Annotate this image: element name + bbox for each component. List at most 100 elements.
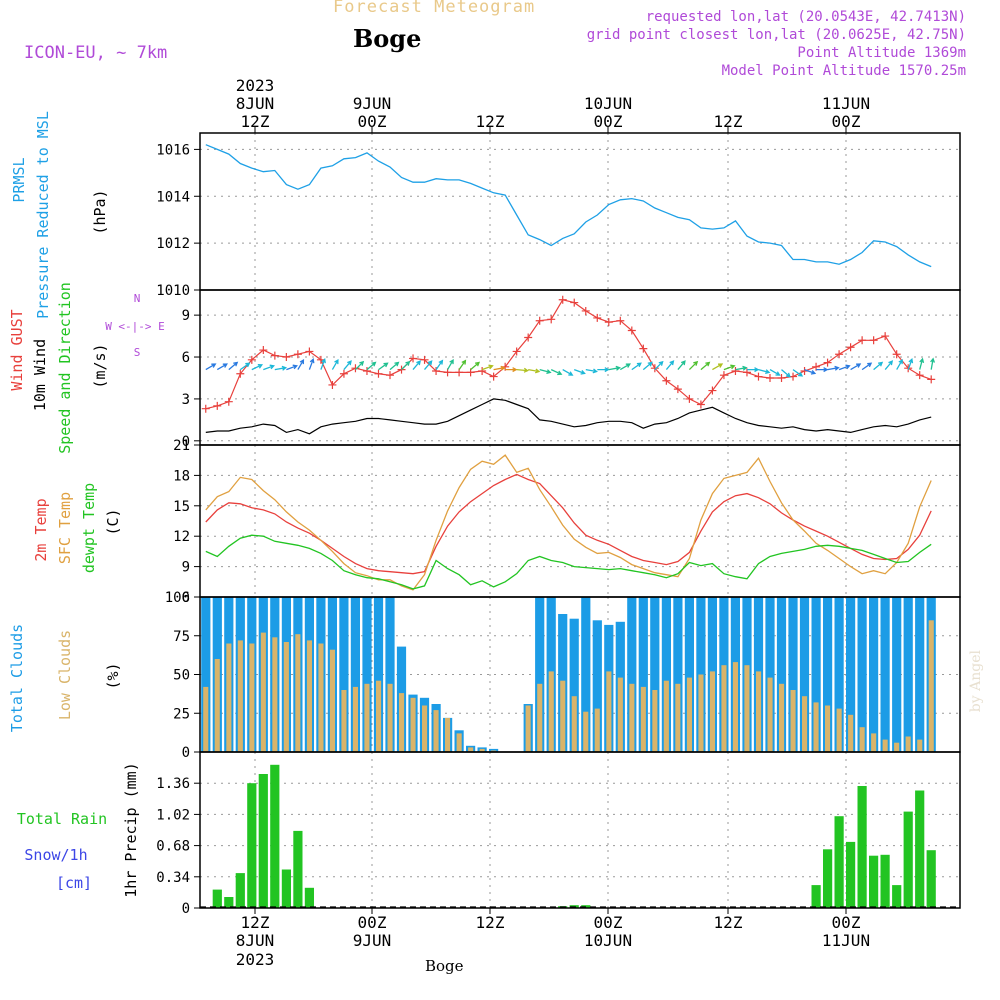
rain-bar	[270, 764, 280, 908]
gust-marker	[650, 364, 659, 373]
low-clouds-bar	[594, 708, 600, 752]
low-clouds-bar	[802, 696, 808, 752]
gust-marker	[305, 347, 314, 356]
gust-marker	[731, 366, 740, 375]
wind-direction-arrow	[665, 360, 675, 371]
temp-2m-label: 2m Temp	[32, 498, 50, 561]
compass-west-east: W <-|-> E	[105, 320, 165, 333]
model-point-altitude: Model Point Altitude 1570.25m	[721, 63, 966, 79]
y-tick-label: 3	[182, 392, 190, 408]
total-clouds-bar	[846, 597, 856, 752]
gust-marker	[374, 369, 383, 378]
rain-bar	[857, 786, 867, 908]
wind-direction-arrow	[493, 365, 506, 371]
total-rain-label: Total Rain	[17, 810, 107, 828]
gust-marker	[224, 397, 233, 406]
y-tick-label: 18	[173, 468, 190, 484]
bottom-time-hour: 12Z	[241, 913, 270, 932]
gust-marker	[662, 376, 671, 385]
wind-direction-arrow	[505, 367, 518, 373]
wind-direction-arrow	[216, 363, 228, 371]
wind-direction-arrow	[424, 360, 433, 371]
low-clouds-bar	[410, 697, 416, 753]
low-clouds-bar	[329, 649, 335, 752]
wind-direction-arrow	[907, 358, 914, 370]
rain-bar	[846, 841, 856, 908]
clouds-unit-label: (%)	[104, 662, 122, 689]
top-time-hour: 00Z	[358, 112, 387, 131]
wind-direction-arrow	[251, 364, 264, 371]
total-clouds-bar	[776, 597, 787, 752]
y-tick-label: 25	[173, 706, 190, 722]
gust-marker	[432, 366, 441, 375]
gust-line	[205, 299, 932, 410]
gust-marker	[293, 350, 302, 359]
gust-marker	[558, 295, 567, 304]
gust-marker	[858, 336, 867, 345]
snow-unit-label: [cm]	[56, 874, 92, 892]
bottom-time-year: 2023	[236, 950, 275, 969]
wind-direction-label: Speed and Direction	[56, 282, 74, 454]
wind-direction-arrow	[747, 367, 760, 373]
wind-direction-arrow	[792, 369, 804, 377]
gust-marker	[409, 354, 418, 363]
gust-marker	[547, 315, 556, 324]
total-clouds-bar	[592, 620, 602, 753]
pressure-label-prmsl: PRMSL	[10, 157, 28, 202]
low-clouds-bar	[894, 742, 900, 752]
low-clouds-bar	[214, 659, 220, 752]
wind-direction-arrow	[769, 369, 781, 376]
low-clouds-bar	[422, 705, 428, 752]
wind-direction-arrow	[481, 364, 494, 371]
wind-direction-arrow	[308, 358, 315, 370]
y-tick-label: 1.36	[156, 776, 190, 792]
wind-direction-arrow	[816, 367, 829, 373]
wind-direction-arrow	[320, 358, 326, 370]
wind-direction-arrow	[228, 361, 239, 371]
precip-unit-label: 1hr Precip (mm)	[122, 762, 140, 897]
wind-direction-arrow	[804, 368, 817, 375]
wind-speed-line	[205, 398, 932, 435]
gust-marker	[443, 368, 452, 377]
low-clouds-bar	[445, 717, 451, 752]
temp-2m-line	[205, 473, 932, 575]
dewpt-temp-line	[205, 534, 932, 590]
rain-bar	[247, 783, 257, 908]
pressure-label-unit: (hPa)	[91, 189, 109, 234]
gust-marker	[696, 400, 705, 409]
rain-bar	[880, 854, 890, 908]
total-clouds-bar	[811, 597, 821, 752]
gust-marker	[581, 306, 590, 315]
wind-direction-arrow	[412, 360, 421, 371]
wind-direction-arrow	[873, 361, 884, 371]
wind-direction-arrow	[263, 364, 275, 371]
y-tick-label: 0	[182, 901, 190, 917]
gust-marker	[823, 358, 832, 367]
total-clouds-bar	[880, 597, 890, 752]
model-label: ICON-EU, ~ 7km	[24, 43, 168, 63]
pressure-line	[205, 144, 932, 268]
gust-marker	[201, 404, 210, 413]
total-clouds-bar	[350, 597, 360, 752]
wind-direction-arrow	[205, 363, 217, 371]
top-time-hour: 12Z	[241, 112, 270, 131]
gust-marker	[604, 318, 613, 327]
rain-bar	[293, 830, 303, 908]
top-time-hour: 12Z	[476, 112, 505, 131]
low-clouds-bar	[364, 683, 370, 752]
top-time-date: 8JUN	[236, 94, 275, 113]
low-clouds-bar	[272, 637, 278, 752]
bottom-time-date: 8JUN	[236, 931, 275, 950]
low-clouds-bar	[721, 665, 727, 752]
wind-direction-arrow	[919, 357, 925, 370]
gust-marker	[616, 316, 625, 325]
bottom-time-hour: 12Z	[476, 913, 505, 932]
wind-direction-arrow	[239, 362, 251, 371]
low-clouds-bar	[583, 711, 589, 752]
wind-direction-arrow	[597, 367, 610, 373]
low-clouds-bar	[709, 671, 715, 752]
precip-panel-frame	[199, 751, 961, 909]
wind-direction-arrow	[723, 364, 736, 371]
wind-direction-arrow	[562, 369, 574, 376]
